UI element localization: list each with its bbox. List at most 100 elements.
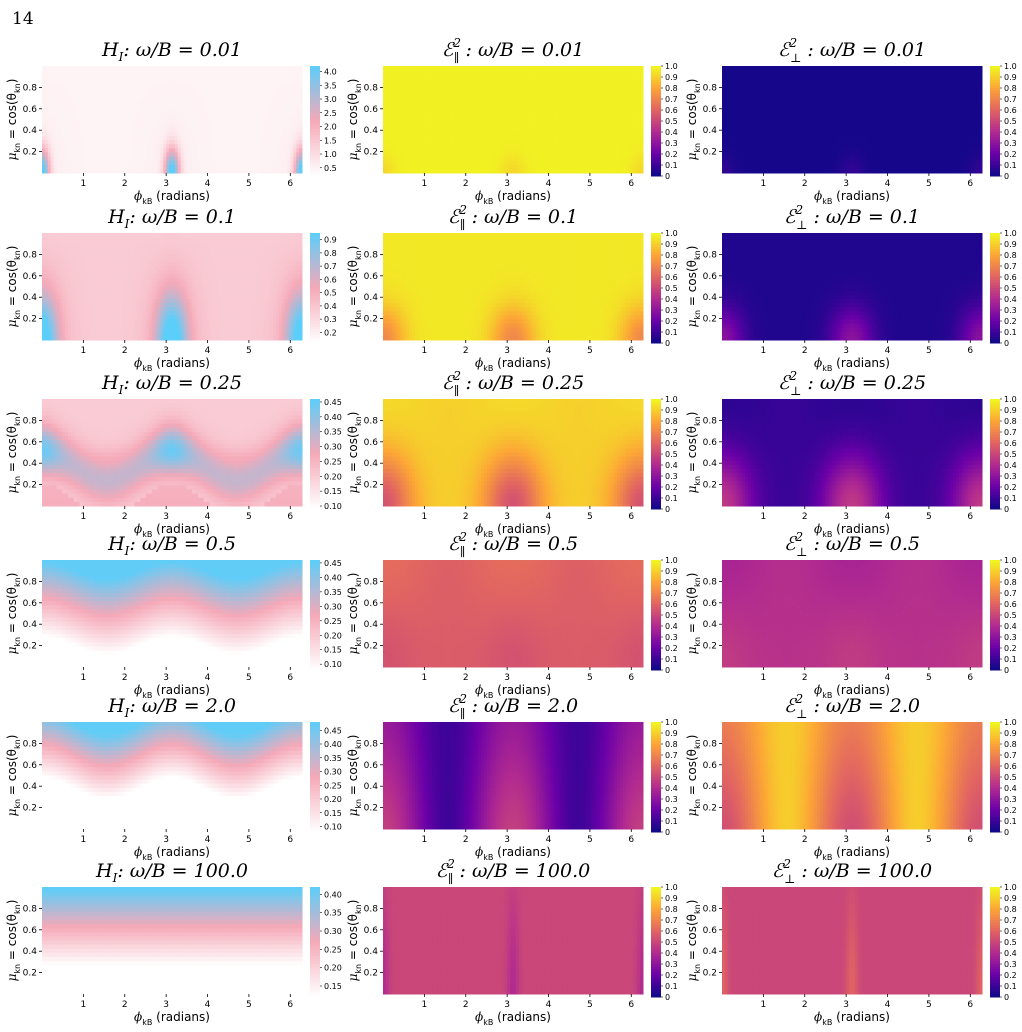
heatmap-cell xyxy=(464,144,467,149)
heatmap-cell xyxy=(221,82,224,87)
heatmap-cell xyxy=(224,95,227,100)
heatmap-cell xyxy=(484,165,487,170)
heatmap-cell xyxy=(62,115,65,120)
heatmap-cell xyxy=(597,82,600,87)
heatmap-cell xyxy=(542,169,545,174)
heatmap-cell xyxy=(519,70,522,75)
heatmap-cell xyxy=(970,66,973,71)
heatmap-cell xyxy=(59,74,62,79)
heatmap-cell xyxy=(267,120,270,125)
heatmap-cell xyxy=(455,91,458,96)
heatmap-cell xyxy=(152,144,155,149)
heatmap-cell xyxy=(478,99,481,104)
heatmap-cell xyxy=(195,136,198,141)
heatmap-cell xyxy=(227,132,230,137)
heatmap-cell xyxy=(192,78,195,83)
heatmap-cell xyxy=(129,128,132,133)
heatmap-cell xyxy=(181,120,184,125)
heatmap-cell xyxy=(166,87,169,92)
heatmap-cell xyxy=(406,124,409,129)
heatmap-cell xyxy=(397,103,400,108)
heatmap-cell xyxy=(201,120,204,125)
heatmap-cell xyxy=(59,95,62,100)
heatmap-cell xyxy=(605,87,608,92)
heatmap-cell xyxy=(490,107,493,112)
heatmap-cell xyxy=(403,87,406,92)
heatmap-cell xyxy=(634,111,637,116)
heatmap-cell xyxy=(605,78,608,83)
heatmap-cell xyxy=(461,91,464,96)
heatmap-cell xyxy=(276,74,279,79)
heatmap-cell xyxy=(513,107,516,112)
heatmap-cell xyxy=(62,91,65,96)
heatmap-cell xyxy=(533,78,536,83)
heatmap-cell xyxy=(481,111,484,116)
heatmap-cell xyxy=(556,115,559,120)
heatmap-cell xyxy=(71,148,74,153)
heatmap-cell xyxy=(562,120,565,125)
heatmap-cell xyxy=(97,82,100,87)
heatmap-cell xyxy=(137,74,140,79)
heatmap-cell xyxy=(276,124,279,129)
heatmap-cell xyxy=(123,91,126,96)
heatmap-cell xyxy=(82,70,85,75)
heatmap-cell xyxy=(452,74,455,79)
heatmap-cell xyxy=(169,157,172,162)
heatmap-cell xyxy=(403,82,406,87)
heatmap-cell xyxy=(270,136,273,141)
heatmap-cell xyxy=(861,66,864,71)
heatmap-cell xyxy=(71,74,74,79)
heatmap-cell xyxy=(172,132,175,137)
heatmap-cell xyxy=(449,78,452,83)
heatmap-cell xyxy=(519,87,522,92)
heatmap-cell xyxy=(120,70,123,75)
heatmap-cell xyxy=(559,91,562,96)
heatmap-cell xyxy=(620,107,623,112)
heatmap-cell xyxy=(192,70,195,75)
heatmap-cell xyxy=(611,140,614,145)
heatmap-cell xyxy=(522,140,525,145)
heatmap-cell xyxy=(426,87,429,92)
y-tick-label: 0.6 xyxy=(364,105,379,115)
heatmap-cell xyxy=(490,128,493,133)
heatmap-cell xyxy=(230,82,233,87)
heatmap-cell xyxy=(513,78,516,83)
heatmap-cell xyxy=(605,165,608,170)
heatmap-cell xyxy=(432,107,435,112)
heatmap-cell xyxy=(608,132,611,137)
heatmap-cell xyxy=(470,120,473,125)
heatmap-cell xyxy=(591,128,594,133)
heatmap-cell xyxy=(501,70,504,75)
heatmap-cell xyxy=(68,87,71,92)
heatmap-cell xyxy=(513,148,516,153)
heatmap-cell xyxy=(626,115,629,120)
heatmap-cell xyxy=(195,66,198,71)
heatmap-cell xyxy=(293,111,296,116)
heatmap-cell xyxy=(406,115,409,120)
heatmap-cell xyxy=(250,95,253,100)
heatmap-cell xyxy=(56,66,59,71)
heatmap-cell xyxy=(68,132,71,137)
heatmap-cell xyxy=(516,111,519,116)
heatmap-cell xyxy=(400,107,403,112)
heatmap-cell xyxy=(140,124,143,129)
heatmap-cell xyxy=(204,66,207,71)
heatmap-cell xyxy=(481,144,484,149)
heatmap-cell xyxy=(620,111,623,116)
heatmap-cell xyxy=(461,140,464,145)
heatmap-cell xyxy=(493,91,496,96)
heatmap-cell xyxy=(481,161,484,166)
heatmap-cell xyxy=(614,107,617,112)
heatmap-cell xyxy=(296,124,299,129)
heatmap-cell xyxy=(571,74,574,79)
heatmap-cell xyxy=(256,124,259,129)
heatmap-cell xyxy=(493,82,496,87)
heatmap-cell xyxy=(513,124,516,129)
heatmap-cell xyxy=(591,103,594,108)
heatmap-cell xyxy=(539,161,542,166)
heatmap-cell xyxy=(140,144,143,149)
heatmap-cell xyxy=(594,132,597,137)
heatmap-cell xyxy=(418,107,421,112)
heatmap-cell xyxy=(608,161,611,166)
heatmap-cell xyxy=(267,144,270,149)
